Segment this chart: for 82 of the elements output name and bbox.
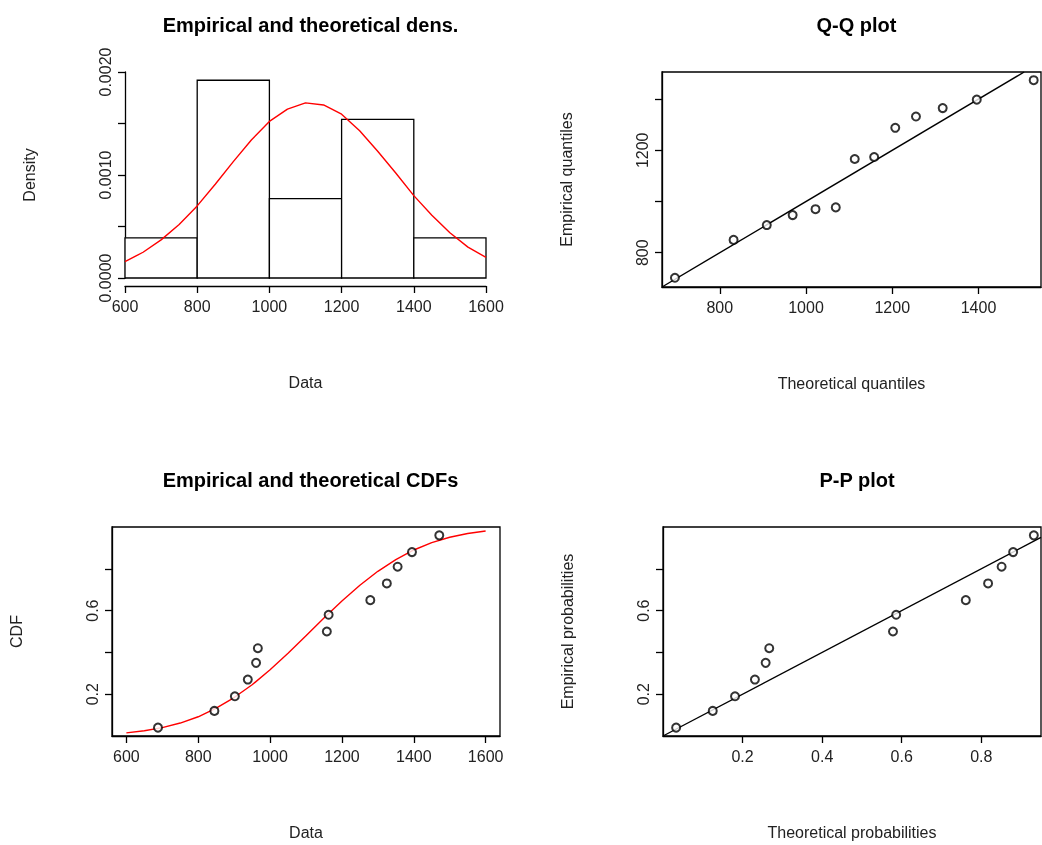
x-tick-label: 600 <box>113 747 140 765</box>
y-tick-label: 0.0000 <box>96 253 114 303</box>
x-tick-label: 0.6 <box>890 747 913 765</box>
point <box>434 530 445 541</box>
x-axis-title: Theoretical probabilities <box>767 823 937 841</box>
point <box>728 234 739 245</box>
point <box>810 204 821 215</box>
line-series <box>125 530 487 734</box>
point <box>761 220 772 231</box>
x-tick-label: 800 <box>183 297 211 315</box>
point <box>971 94 982 105</box>
y-tick-label: 800 <box>633 239 651 267</box>
x-tick-label: 1000 <box>251 297 288 315</box>
point <box>242 674 253 685</box>
x-tick-label: 0.8 <box>970 747 993 765</box>
chart-title: P-P plot <box>819 469 895 491</box>
x-tick-label: 800 <box>706 298 734 316</box>
chart-title: Empirical and theoretical CDFs <box>162 469 459 491</box>
point <box>152 722 163 733</box>
point <box>323 609 334 620</box>
x-tick-label: 600 <box>111 297 139 315</box>
x-tick-label: 0.2 <box>731 747 754 765</box>
chart-title: Q-Q plot <box>816 14 897 36</box>
x-tick-label: 1200 <box>874 298 911 316</box>
point <box>707 705 718 716</box>
x-tick-label: 1200 <box>323 297 360 315</box>
y-axis-title: Empirical quantiles <box>557 112 575 247</box>
y-axis-title: Empirical probabilities <box>558 553 576 710</box>
point <box>891 609 902 620</box>
y-tick-label: 0.2 <box>83 682 101 706</box>
y-tick-label: 0.2 <box>634 682 652 706</box>
y-axis-title: Density <box>20 148 38 202</box>
point <box>321 626 332 637</box>
chart-title: Empirical and theoretical dens. <box>162 14 459 36</box>
point <box>749 674 760 685</box>
point <box>392 561 403 572</box>
point <box>830 202 841 213</box>
x-tick-label: 1000 <box>252 747 288 765</box>
point <box>983 578 994 589</box>
point <box>869 151 880 162</box>
x-tick-label: 1400 <box>396 297 432 315</box>
point <box>887 626 898 637</box>
x-tick-label: 1600 <box>467 747 504 765</box>
point <box>406 547 417 558</box>
x-tick-label: 1400 <box>395 747 432 765</box>
y-tick-label: 0.6 <box>634 599 652 622</box>
x-tick-label: 800 <box>184 747 212 765</box>
x-axis-title: Data <box>288 373 323 391</box>
point <box>996 561 1007 572</box>
point <box>251 657 262 668</box>
point <box>764 643 775 654</box>
x-tick-label: 1600 <box>468 297 504 315</box>
point <box>365 595 376 606</box>
y-tick-label: 0.0020 <box>96 47 114 97</box>
y-tick-label: 1200 <box>633 132 651 169</box>
x-tick-label: 1000 <box>788 298 824 316</box>
point <box>849 154 860 165</box>
point <box>1028 75 1039 86</box>
point <box>209 705 220 716</box>
point <box>910 111 921 122</box>
y-axis-title: CDF <box>7 614 25 648</box>
point <box>960 595 971 606</box>
y-tick-label: 0.6 <box>83 599 101 622</box>
point <box>937 103 948 114</box>
point <box>760 657 771 668</box>
point <box>671 722 682 733</box>
point <box>1028 530 1039 541</box>
x-axis-title: Theoretical quantiles <box>777 374 926 392</box>
x-tick-label: 0.4 <box>811 747 834 765</box>
point <box>252 643 263 654</box>
x-axis-title: Data <box>289 823 323 841</box>
point <box>890 122 901 133</box>
line-series <box>124 102 487 263</box>
point <box>229 691 240 702</box>
point <box>669 272 680 283</box>
y-tick-label: 0.0010 <box>96 150 114 200</box>
point <box>1008 547 1019 558</box>
point <box>730 691 741 702</box>
point <box>787 210 798 221</box>
x-tick-label: 1200 <box>324 747 360 765</box>
point <box>381 578 392 589</box>
x-tick-label: 1400 <box>960 298 997 316</box>
